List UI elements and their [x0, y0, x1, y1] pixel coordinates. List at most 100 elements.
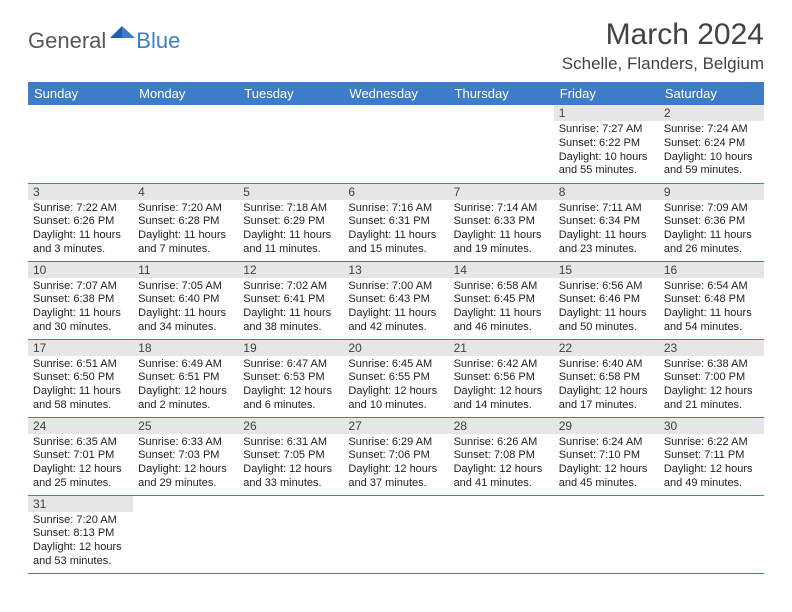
day-line: Sunset: 6:28 PM	[138, 215, 233, 229]
day-line: Sunset: 6:31 PM	[348, 215, 443, 229]
week-row: 1Sunrise: 7:27 AMSunset: 6:22 PMDaylight…	[28, 105, 764, 183]
day-line: and 30 minutes.	[33, 321, 128, 335]
day-content: Sunrise: 7:07 AMSunset: 6:38 PMDaylight:…	[28, 278, 133, 338]
day-line: Sunset: 6:43 PM	[348, 293, 443, 307]
calendar-cell: 28Sunrise: 6:26 AMSunset: 7:08 PMDayligh…	[449, 417, 554, 495]
day-line: Sunrise: 6:40 AM	[559, 358, 654, 372]
day-number-empty	[449, 496, 554, 512]
calendar-cell: 5Sunrise: 7:18 AMSunset: 6:29 PMDaylight…	[238, 183, 343, 261]
day-line: Sunrise: 7:14 AM	[454, 202, 549, 216]
day-line: Daylight: 11 hours	[33, 307, 128, 321]
day-header: Saturday	[659, 82, 764, 105]
day-line: and 50 minutes.	[559, 321, 654, 335]
day-line: Daylight: 12 hours	[33, 541, 128, 555]
day-number: 25	[133, 418, 238, 434]
calendar-cell	[133, 105, 238, 183]
day-number-empty	[343, 105, 448, 121]
day-line: Sunrise: 7:07 AM	[33, 280, 128, 294]
day-line: Daylight: 10 hours	[559, 151, 654, 165]
day-number: 3	[28, 184, 133, 200]
day-content: Sunrise: 6:51 AMSunset: 6:50 PMDaylight:…	[28, 356, 133, 416]
calendar-cell: 15Sunrise: 6:56 AMSunset: 6:46 PMDayligh…	[554, 261, 659, 339]
day-line: Daylight: 12 hours	[138, 385, 233, 399]
day-line: Sunset: 6:26 PM	[33, 215, 128, 229]
day-content: Sunrise: 6:35 AMSunset: 7:01 PMDaylight:…	[28, 434, 133, 494]
day-line: Daylight: 11 hours	[243, 229, 338, 243]
day-line: and 23 minutes.	[559, 243, 654, 257]
day-number: 19	[238, 340, 343, 356]
day-content: Sunrise: 7:22 AMSunset: 6:26 PMDaylight:…	[28, 200, 133, 260]
day-number: 20	[343, 340, 448, 356]
day-line: Sunset: 6:48 PM	[664, 293, 759, 307]
day-line: Daylight: 12 hours	[243, 463, 338, 477]
day-number-empty	[659, 496, 764, 512]
day-number: 31	[28, 496, 133, 512]
day-number: 23	[659, 340, 764, 356]
day-content: Sunrise: 6:22 AMSunset: 7:11 PMDaylight:…	[659, 434, 764, 494]
day-line: Sunrise: 6:31 AM	[243, 436, 338, 450]
day-line: Sunset: 6:50 PM	[33, 371, 128, 385]
day-number: 12	[238, 262, 343, 278]
day-content: Sunrise: 6:38 AMSunset: 7:00 PMDaylight:…	[659, 356, 764, 416]
logo-flag-icon	[110, 24, 136, 45]
day-line: and 21 minutes.	[664, 399, 759, 413]
calendar-cell: 26Sunrise: 6:31 AMSunset: 7:05 PMDayligh…	[238, 417, 343, 495]
day-content: Sunrise: 7:00 AMSunset: 6:43 PMDaylight:…	[343, 278, 448, 338]
day-number: 29	[554, 418, 659, 434]
day-line: Sunset: 6:45 PM	[454, 293, 549, 307]
day-line: Daylight: 11 hours	[454, 229, 549, 243]
day-line: Sunset: 6:36 PM	[664, 215, 759, 229]
day-line: Sunset: 6:41 PM	[243, 293, 338, 307]
day-number: 27	[343, 418, 448, 434]
day-content: Sunrise: 6:54 AMSunset: 6:48 PMDaylight:…	[659, 278, 764, 338]
day-line: Sunrise: 6:26 AM	[454, 436, 549, 450]
day-line: and 45 minutes.	[559, 477, 654, 491]
calendar-cell: 12Sunrise: 7:02 AMSunset: 6:41 PMDayligh…	[238, 261, 343, 339]
day-header: Sunday	[28, 82, 133, 105]
day-line: Sunset: 7:05 PM	[243, 449, 338, 463]
logo: General Blue	[28, 24, 180, 57]
day-number: 21	[449, 340, 554, 356]
calendar-cell	[238, 495, 343, 573]
day-content: Sunrise: 7:02 AMSunset: 6:41 PMDaylight:…	[238, 278, 343, 338]
day-line: and 26 minutes.	[664, 243, 759, 257]
day-line: and 49 minutes.	[664, 477, 759, 491]
day-line: Sunrise: 6:56 AM	[559, 280, 654, 294]
day-line: Sunset: 6:34 PM	[559, 215, 654, 229]
day-line: Sunset: 6:53 PM	[243, 371, 338, 385]
calendar-cell: 8Sunrise: 7:11 AMSunset: 6:34 PMDaylight…	[554, 183, 659, 261]
day-line: Sunrise: 7:11 AM	[559, 202, 654, 216]
day-number-empty	[28, 105, 133, 121]
day-number-empty	[238, 105, 343, 121]
day-number: 14	[449, 262, 554, 278]
day-line: Sunset: 8:13 PM	[33, 527, 128, 541]
day-line: Daylight: 12 hours	[348, 463, 443, 477]
day-number: 28	[449, 418, 554, 434]
day-line: Sunrise: 7:05 AM	[138, 280, 233, 294]
calendar-cell	[343, 105, 448, 183]
calendar-table: Sunday Monday Tuesday Wednesday Thursday…	[28, 82, 764, 574]
day-line: Sunrise: 7:27 AM	[559, 123, 654, 137]
day-line: Sunrise: 6:38 AM	[664, 358, 759, 372]
day-number: 16	[659, 262, 764, 278]
day-line: Daylight: 10 hours	[664, 151, 759, 165]
calendar-cell: 4Sunrise: 7:20 AMSunset: 6:28 PMDaylight…	[133, 183, 238, 261]
day-line: Daylight: 12 hours	[138, 463, 233, 477]
calendar-cell: 30Sunrise: 6:22 AMSunset: 7:11 PMDayligh…	[659, 417, 764, 495]
day-number: 1	[554, 105, 659, 121]
calendar-cell: 14Sunrise: 6:58 AMSunset: 6:45 PMDayligh…	[449, 261, 554, 339]
calendar-cell: 9Sunrise: 7:09 AMSunset: 6:36 PMDaylight…	[659, 183, 764, 261]
day-content: Sunrise: 6:56 AMSunset: 6:46 PMDaylight:…	[554, 278, 659, 338]
calendar-cell	[449, 105, 554, 183]
day-line: and 2 minutes.	[138, 399, 233, 413]
day-content: Sunrise: 6:42 AMSunset: 6:56 PMDaylight:…	[449, 356, 554, 416]
day-line: Sunset: 6:24 PM	[664, 137, 759, 151]
day-line: Sunrise: 7:22 AM	[33, 202, 128, 216]
page-title: March 2024	[562, 18, 764, 52]
day-number: 13	[343, 262, 448, 278]
day-line: Sunrise: 6:42 AM	[454, 358, 549, 372]
day-content: Sunrise: 7:05 AMSunset: 6:40 PMDaylight:…	[133, 278, 238, 338]
day-line: and 54 minutes.	[664, 321, 759, 335]
day-line: Sunrise: 6:29 AM	[348, 436, 443, 450]
day-line: Daylight: 11 hours	[348, 229, 443, 243]
